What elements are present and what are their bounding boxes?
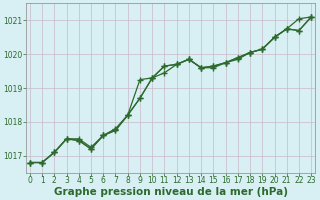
X-axis label: Graphe pression niveau de la mer (hPa): Graphe pression niveau de la mer (hPa) [53, 187, 288, 197]
